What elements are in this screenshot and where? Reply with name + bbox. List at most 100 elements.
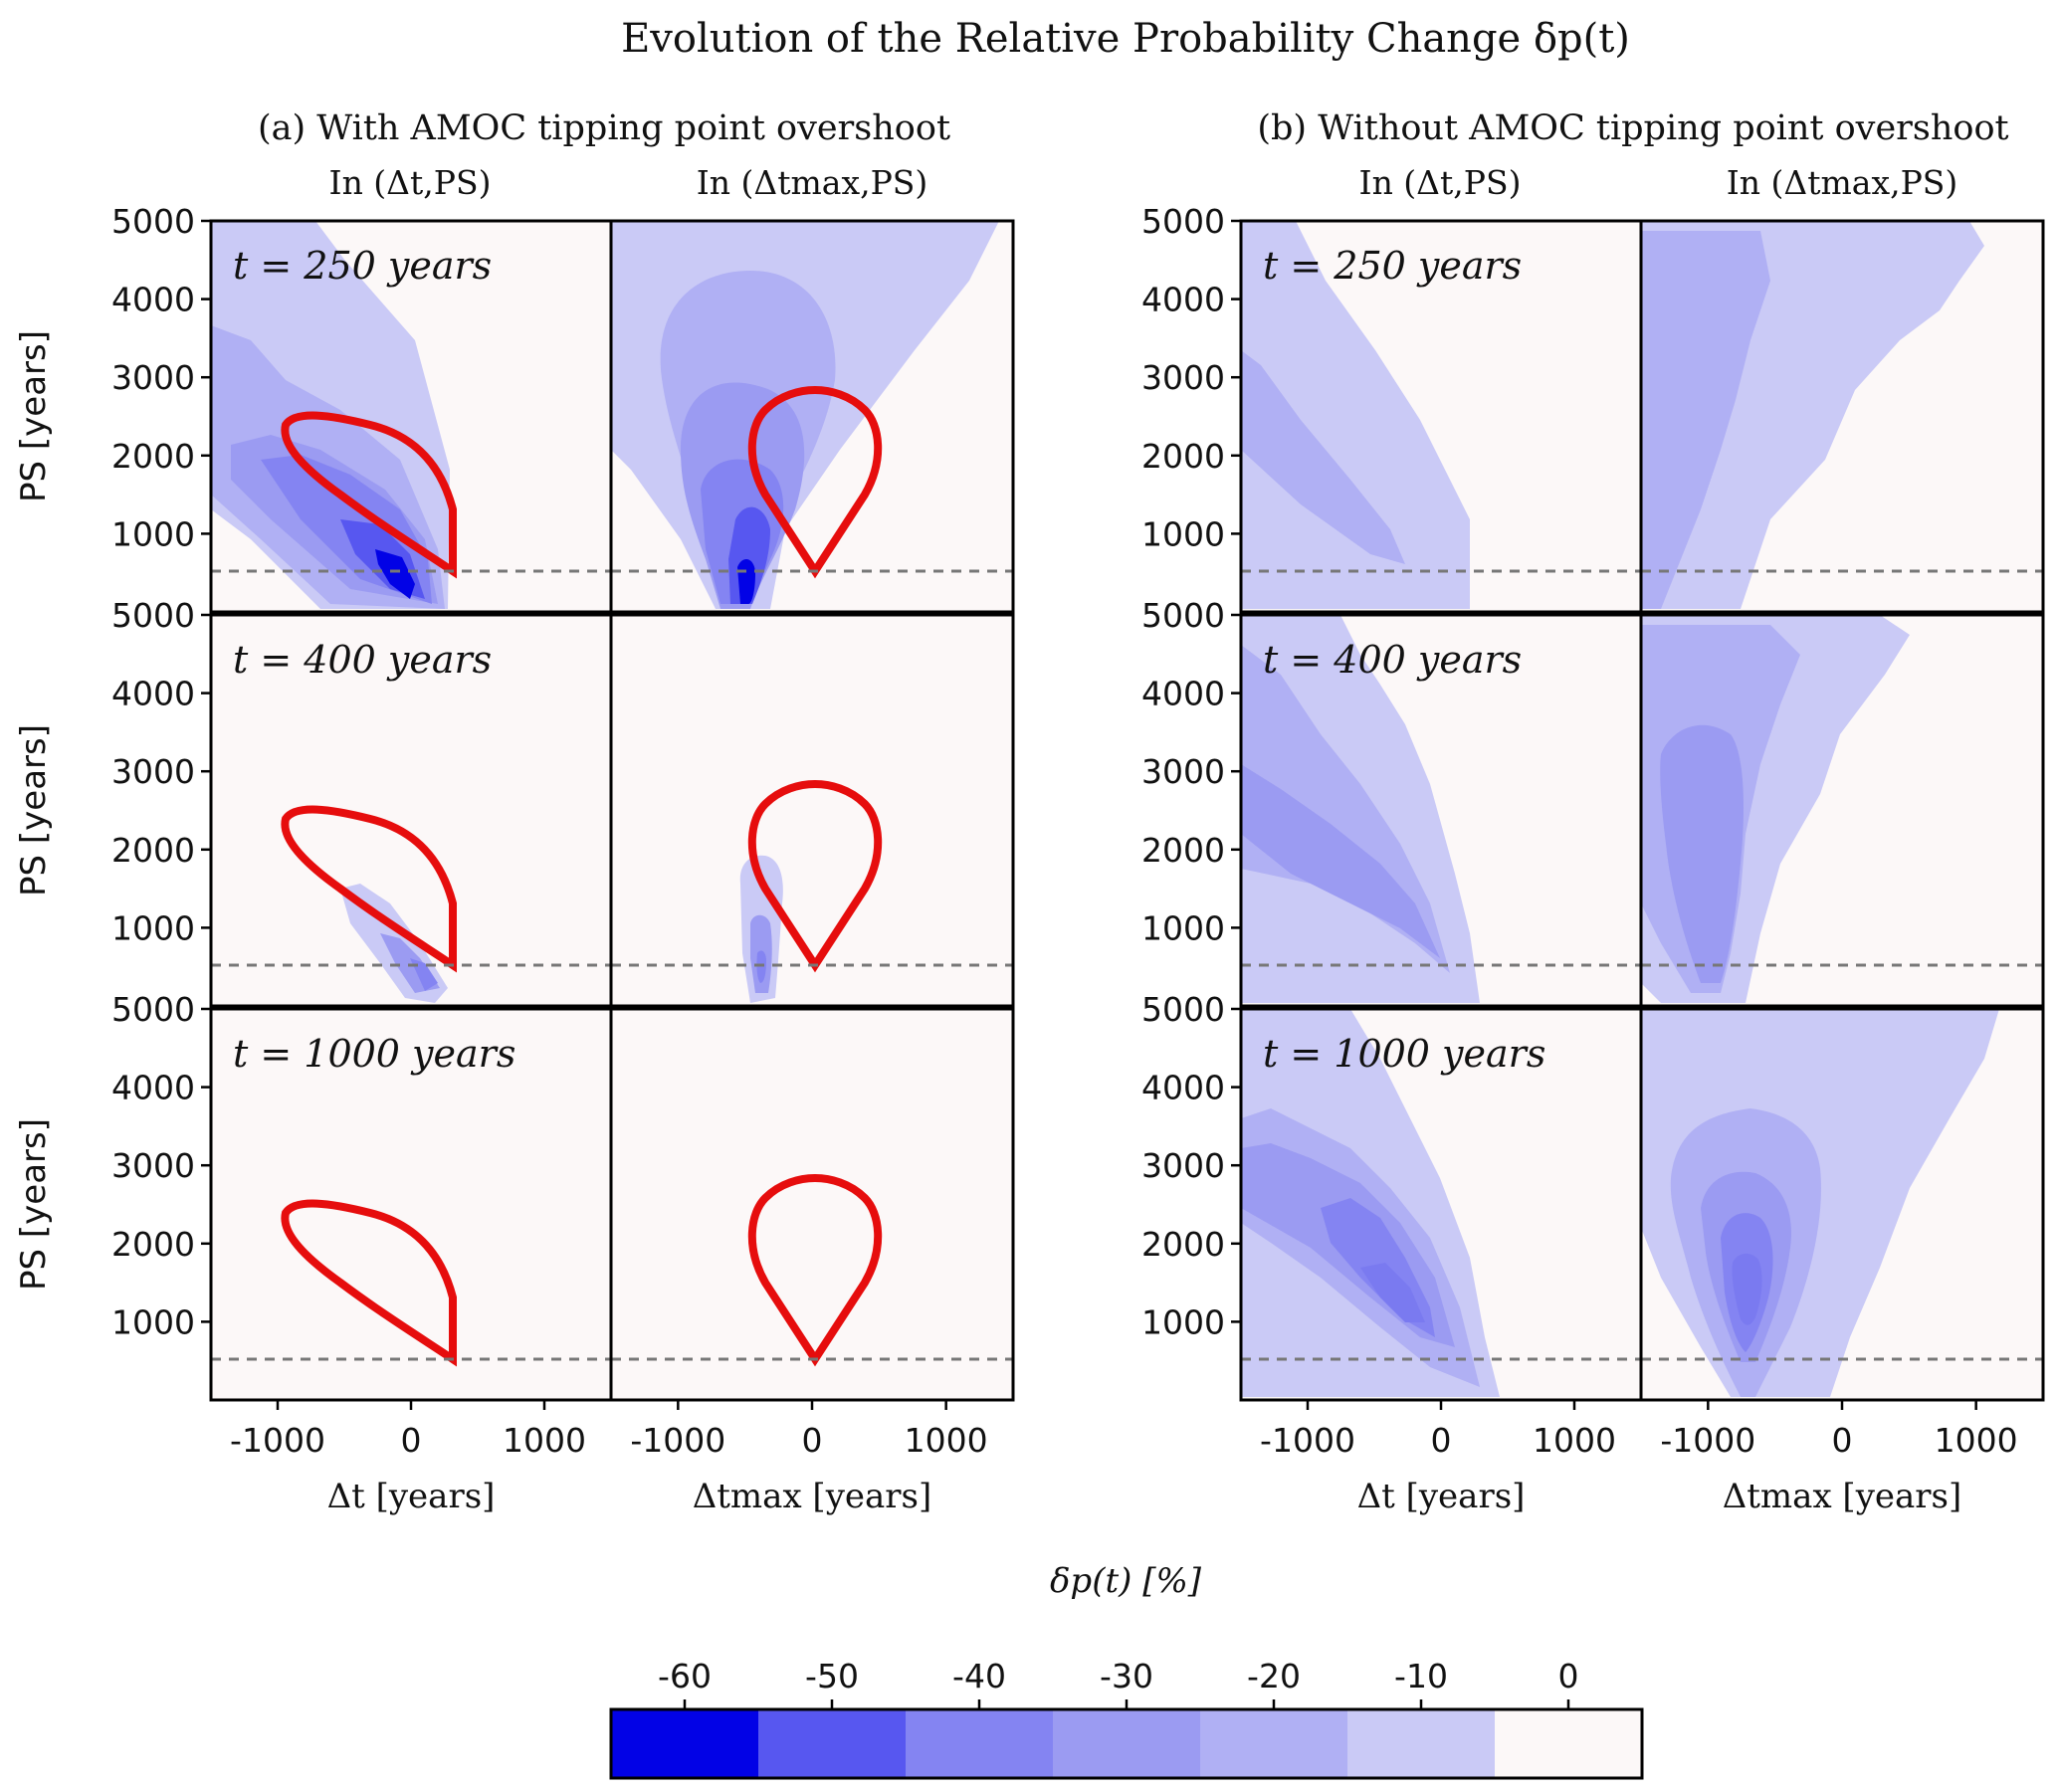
contour-region [1241, 350, 1405, 564]
panel-a-dt-t250: t = 250 years [209, 219, 613, 614]
row-label-t250: t = 250 years [233, 244, 492, 288]
x-tick-label: -1000 [230, 1421, 325, 1460]
panel-a-dt-t1000: t = 1000 years [209, 1007, 613, 1402]
colorbar-tick-label: 0 [1558, 1657, 1579, 1695]
colorbar-label: δp(t) [%] [1050, 1561, 1202, 1601]
y-tick-label: 3000 [1141, 752, 1225, 791]
colorbar-tick-label: -60 [658, 1657, 712, 1695]
panel-b-dt-t1000: t = 1000 years [1239, 1007, 1643, 1402]
y-tick-label: 1000 [111, 908, 195, 947]
y-tick-label: 3000 [1141, 1146, 1225, 1185]
row-label-t1000-b: t = 1000 years [1263, 1032, 1545, 1076]
y-tick-label: 1000 [1141, 514, 1225, 553]
figure-title: Evolution of the Relative Probability Ch… [621, 16, 1630, 62]
colorbar-tick-label: -20 [1247, 1657, 1301, 1695]
colorbar-segment [758, 1709, 907, 1778]
x-tick-label: -1000 [1660, 1421, 1755, 1460]
panel-a-dtmax-t1000 [609, 1007, 1015, 1402]
x-tick-label: 1000 [1533, 1421, 1616, 1460]
colorbar-tick-label: -10 [1394, 1657, 1448, 1695]
x-tick-label: 1000 [503, 1421, 586, 1460]
panel-b-dtmax-t1000 [1639, 1007, 2045, 1402]
y-tick-label: 5000 [111, 990, 195, 1029]
y-tick-label: 4000 [111, 281, 195, 319]
group-b-title: (b) Without AMOC tipping point overshoot [1257, 108, 2008, 148]
group-a-title: (a) With AMOC tipping point overshoot [258, 108, 950, 148]
y-tick-label: 5000 [1141, 596, 1225, 635]
y-tick-label: 4000 [111, 675, 195, 713]
y-tick-label: 5000 [111, 596, 195, 635]
x-tick-label: 0 [401, 1421, 422, 1460]
x-axis-label: Δtmax [years] [1723, 1477, 1962, 1516]
y-tick-label: 5000 [1141, 202, 1225, 241]
row-label-t400-b: t = 400 years [1263, 638, 1522, 682]
x-tick-label: -1000 [1260, 1421, 1355, 1460]
colorbar-segment [1053, 1709, 1201, 1778]
contour-region [1641, 231, 1770, 609]
contour-region [737, 558, 755, 604]
y-tick-label: 1000 [1141, 908, 1225, 947]
x-axis-label: Δt [years] [1357, 1477, 1526, 1516]
col-title-a-dt: In (Δt,PS) [329, 163, 492, 202]
y-axis-label: PS [years] [14, 724, 54, 896]
y-tick-label: 3000 [111, 1146, 195, 1185]
colorbar-segment [1347, 1709, 1496, 1778]
axes-layer: 5000 4000 3000 2000 1000 PS [years] 5000 4000 30… [14, 202, 2018, 1516]
tipping-region-outline [281, 805, 457, 973]
tipping-region-outline [747, 779, 883, 973]
tipping-region-outline [281, 1199, 457, 1367]
y-tick-label: 4000 [1141, 1069, 1225, 1107]
y-tick-label: 4000 [1141, 675, 1225, 713]
col-title-b-dt: In (Δt,PS) [1359, 163, 1522, 202]
y-tick-label: 2000 [1141, 831, 1225, 870]
panel-b-dtmax-t250 [1639, 219, 2045, 614]
y-tick-label: 3000 [111, 358, 195, 397]
y-tick-label: 1000 [1141, 1302, 1225, 1341]
colorbar-segment [611, 1709, 759, 1778]
y-tick-label: 1000 [111, 514, 195, 553]
tipping-region-outline [281, 411, 457, 579]
panel-b-dt-t400: t = 400 years [1239, 613, 1643, 1008]
y-tick-label: 2000 [111, 831, 195, 870]
x-tick-label: 0 [802, 1421, 823, 1460]
panel-a-dtmax-t400 [609, 613, 1015, 1008]
colorbar-segment [1495, 1709, 1643, 1778]
col-title-a-dtmax: In (Δtmax,PS) [697, 163, 928, 202]
y-tick-label: 5000 [1141, 990, 1225, 1029]
y-tick-label: 2000 [1141, 437, 1225, 476]
contour-region [1360, 1263, 1425, 1322]
x-axis-label: Δtmax [years] [693, 1477, 932, 1516]
row-label-t1000: t = 1000 years [233, 1032, 515, 1076]
y-tick-label: 2000 [111, 1225, 195, 1264]
colorbar-tick-label: -40 [952, 1657, 1006, 1695]
y-tick-label: 2000 [111, 437, 195, 476]
row-label-t250-b: t = 250 years [1263, 244, 1522, 288]
col-title-b-dtmax: In (Δtmax,PS) [1727, 163, 1958, 202]
contour-region [1241, 221, 1470, 609]
contour-region [756, 950, 766, 983]
x-tick-label: 0 [1431, 1421, 1452, 1460]
contour-region [1732, 1253, 1762, 1325]
panel-b-dt-t250: t = 250 years [1239, 219, 1643, 614]
contour-region [375, 549, 415, 599]
panel-a-dt-t400: t = 400 years [209, 613, 613, 1008]
tipping-region-outline [747, 385, 883, 579]
x-tick-label: -1000 [630, 1421, 725, 1460]
x-tick-label: 0 [1832, 1421, 1853, 1460]
y-tick-label: 4000 [1141, 281, 1225, 319]
colorbar-tick-label: -50 [805, 1657, 859, 1695]
y-tick-label: 4000 [111, 1069, 195, 1107]
contour-region [1660, 724, 1744, 983]
colorbar-tick-label: -30 [1100, 1657, 1153, 1695]
y-axis-label: PS [years] [14, 330, 54, 502]
y-tick-label: 1000 [111, 1302, 195, 1341]
y-tick-label: 5000 [111, 202, 195, 241]
y-tick-label: 3000 [1141, 358, 1225, 397]
colorbar-segment [906, 1709, 1054, 1778]
x-tick-label: 1000 [1935, 1421, 2018, 1460]
y-tick-label: 2000 [1141, 1225, 1225, 1264]
panel-a-dtmax-t250 [609, 219, 1015, 614]
x-tick-label: 1000 [905, 1421, 988, 1460]
tipping-region-outline [747, 1173, 883, 1367]
